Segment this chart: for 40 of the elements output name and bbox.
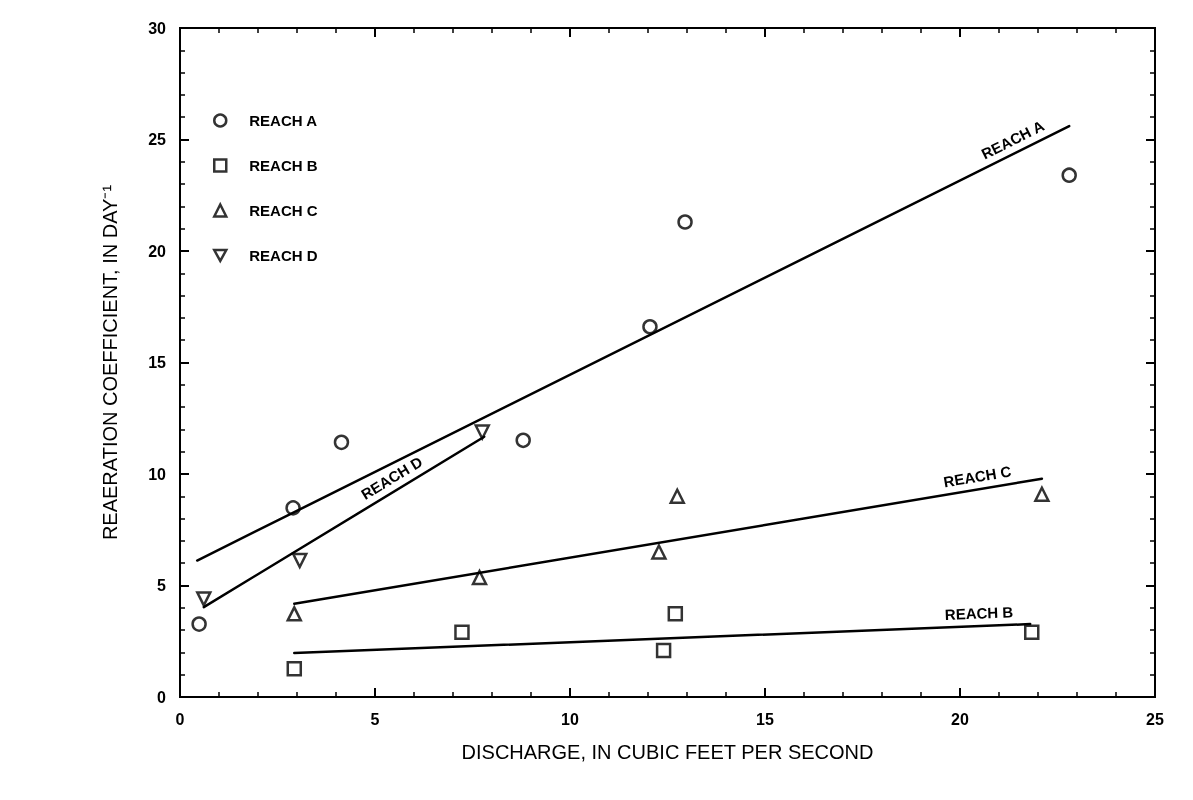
point bbox=[667, 606, 684, 622]
legend-label: REACH B bbox=[249, 157, 318, 174]
x-tick-label: 0 bbox=[175, 710, 185, 728]
point bbox=[291, 552, 308, 569]
point bbox=[454, 624, 470, 641]
point bbox=[286, 606, 303, 622]
point bbox=[474, 424, 490, 440]
annotation: REACH B bbox=[944, 603, 1014, 623]
y-tick-label: 20 bbox=[148, 242, 167, 260]
y-tick-label: 5 bbox=[157, 577, 167, 594]
point bbox=[515, 432, 531, 449]
point bbox=[677, 214, 693, 230]
x-axis-title: DISCHARGE, IN CUBIC FEET PER SECOND bbox=[461, 741, 874, 763]
y-axis-title: REAERATION COEFFICIENT, IN DAY⁻¹ bbox=[99, 184, 121, 541]
x-tick-label: 5 bbox=[370, 710, 380, 728]
x-tick-label: 10 bbox=[561, 710, 579, 728]
point bbox=[669, 488, 685, 505]
y-tick-label: 10 bbox=[148, 465, 167, 483]
point bbox=[286, 660, 303, 677]
x-tick-label: 25 bbox=[1146, 710, 1164, 728]
y-tick-label: 15 bbox=[148, 354, 167, 371]
point bbox=[1061, 167, 1077, 183]
point bbox=[196, 591, 212, 607]
point bbox=[642, 319, 658, 335]
point bbox=[651, 544, 667, 560]
point bbox=[655, 642, 672, 659]
legend-label: REACH C bbox=[249, 202, 318, 219]
x-tick-label: 15 bbox=[756, 710, 774, 728]
legend-label: REACH A bbox=[249, 112, 318, 129]
annotation: REACH C bbox=[942, 462, 1013, 491]
y-tick-label: 0 bbox=[157, 688, 167, 706]
y-tick-label: 25 bbox=[148, 131, 167, 148]
point bbox=[471, 569, 488, 586]
point bbox=[333, 434, 350, 451]
x-tick-label: 20 bbox=[951, 710, 969, 728]
point bbox=[1024, 624, 1040, 641]
legend-label: REACH D bbox=[249, 247, 318, 264]
point bbox=[1034, 486, 1050, 503]
point bbox=[191, 616, 207, 632]
y-tick-label: 30 bbox=[148, 19, 167, 37]
